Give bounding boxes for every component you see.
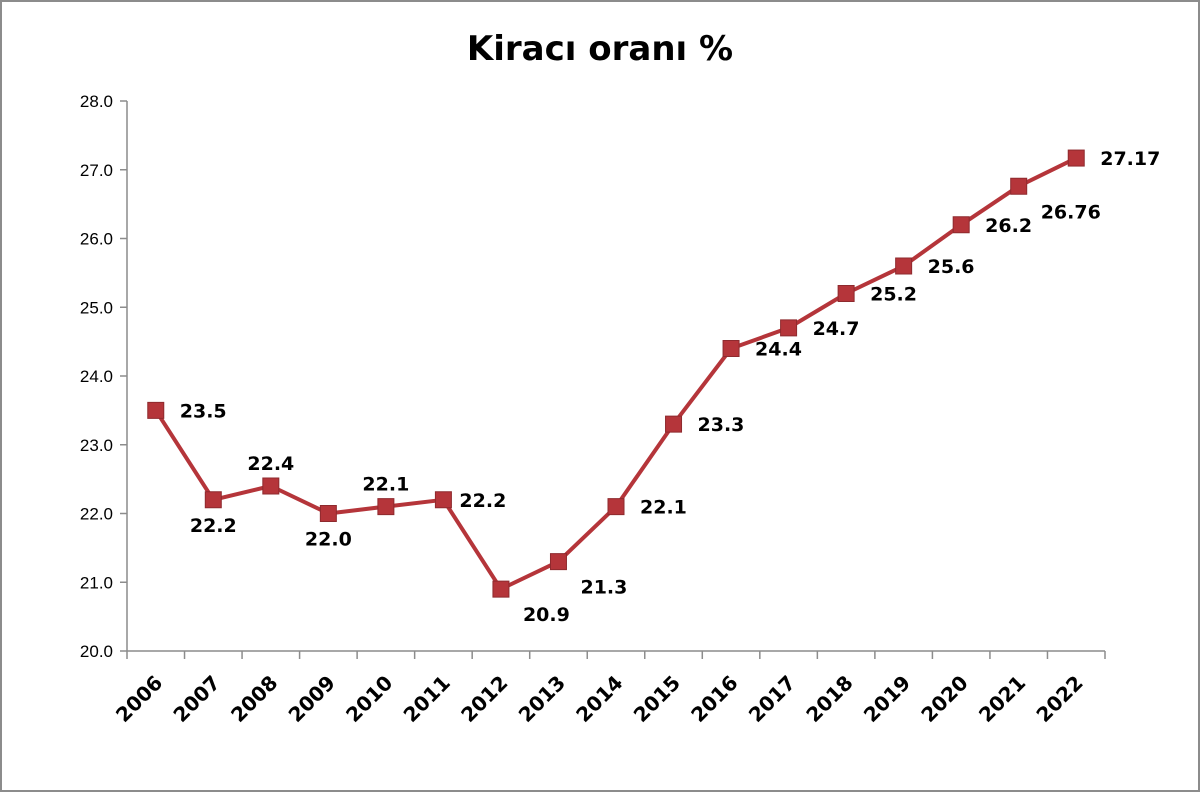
data-point-marker bbox=[1010, 177, 1028, 195]
data-label: 22.2 bbox=[459, 490, 506, 512]
x-tick-label: 2012 bbox=[456, 671, 512, 727]
data-label: 21.3 bbox=[580, 577, 627, 599]
x-tick-label: 2010 bbox=[341, 671, 397, 727]
y-tick-label: 28.0 bbox=[80, 92, 113, 111]
data-point-marker bbox=[607, 498, 625, 516]
axes bbox=[126, 101, 1105, 652]
data-label: 24.4 bbox=[755, 339, 802, 361]
data-point-marker bbox=[837, 285, 855, 302]
x-tick-label: 2008 bbox=[226, 671, 282, 727]
x-tick-label: 2013 bbox=[514, 671, 570, 727]
y-tick-label: 24.0 bbox=[80, 367, 113, 386]
x-tick-label: 2020 bbox=[916, 671, 972, 727]
data-point-marker bbox=[434, 491, 452, 509]
y-axis-ticks: 20.0 21.0 22.0 23.0 24.0 25.0 26.0 27.0 28.0 bbox=[80, 92, 127, 661]
x-tick-label: 2019 bbox=[859, 671, 915, 727]
data-label: 24.7 bbox=[813, 318, 860, 340]
y-tick-label: 22.0 bbox=[80, 505, 113, 524]
data-point-marker bbox=[204, 491, 222, 509]
data-point-marker bbox=[549, 553, 567, 571]
x-tick-label: 2006 bbox=[111, 671, 167, 727]
y-tick-label: 21.0 bbox=[80, 573, 113, 592]
y-tick-label: 20.0 bbox=[80, 642, 113, 661]
data-label: 23.3 bbox=[698, 414, 745, 436]
data-label: 23.5 bbox=[180, 400, 227, 422]
x-tick-label: 2009 bbox=[284, 671, 340, 727]
data-label: 22.1 bbox=[362, 474, 409, 496]
x-tick-label: 2016 bbox=[686, 671, 742, 727]
x-tick-label: 2021 bbox=[974, 671, 1030, 727]
data-point-marker bbox=[722, 340, 740, 357]
y-tick-label: 27.0 bbox=[80, 161, 113, 180]
data-label: 22.1 bbox=[640, 497, 687, 519]
data-point-marker bbox=[895, 257, 913, 275]
data-label: 22.4 bbox=[247, 453, 294, 475]
data-label: 20.9 bbox=[523, 604, 570, 626]
x-tick-label: 2014 bbox=[571, 671, 627, 727]
x-tick-label: 2017 bbox=[744, 671, 800, 727]
data-labels: 23.5 22.2 22.4 22.0 22.1 22.2 20.9 21.3 22.1 23.3… bbox=[180, 148, 1161, 626]
x-tick-label: 2018 bbox=[801, 671, 857, 727]
data-point-marker bbox=[377, 498, 395, 516]
chart-title: Kiracı oranı % bbox=[467, 29, 733, 69]
data-point-marker bbox=[952, 216, 970, 234]
data-series bbox=[147, 149, 1085, 598]
data-label: 25.6 bbox=[928, 256, 975, 278]
data-point-marker bbox=[319, 505, 337, 522]
x-tick-label: 2007 bbox=[168, 671, 224, 727]
x-tick-label: 2011 bbox=[399, 671, 455, 727]
data-point-marker bbox=[262, 477, 280, 495]
y-tick-label: 26.0 bbox=[80, 230, 113, 249]
y-tick-label: 23.0 bbox=[80, 436, 113, 455]
data-label: 26.2 bbox=[985, 215, 1032, 237]
data-point-marker bbox=[1067, 149, 1085, 167]
data-label: 27.17 bbox=[1100, 148, 1160, 170]
x-tick-label: 2022 bbox=[1031, 671, 1087, 727]
data-label: 22.0 bbox=[305, 529, 352, 551]
x-axis-ticks: 2006 2007 2008 2009 2010 2011 2012 2013 2014 2015… bbox=[111, 651, 1106, 727]
y-tick-label: 25.0 bbox=[80, 298, 113, 317]
series-line bbox=[154, 156, 1078, 592]
data-label: 26.76 bbox=[1041, 201, 1101, 223]
data-point-marker bbox=[780, 319, 798, 337]
data-point-marker bbox=[492, 580, 510, 598]
x-tick-label: 2015 bbox=[629, 671, 685, 727]
data-point-marker bbox=[665, 415, 683, 433]
data-label: 22.2 bbox=[190, 515, 237, 537]
data-point-marker bbox=[147, 401, 165, 419]
data-label: 25.2 bbox=[870, 284, 917, 306]
